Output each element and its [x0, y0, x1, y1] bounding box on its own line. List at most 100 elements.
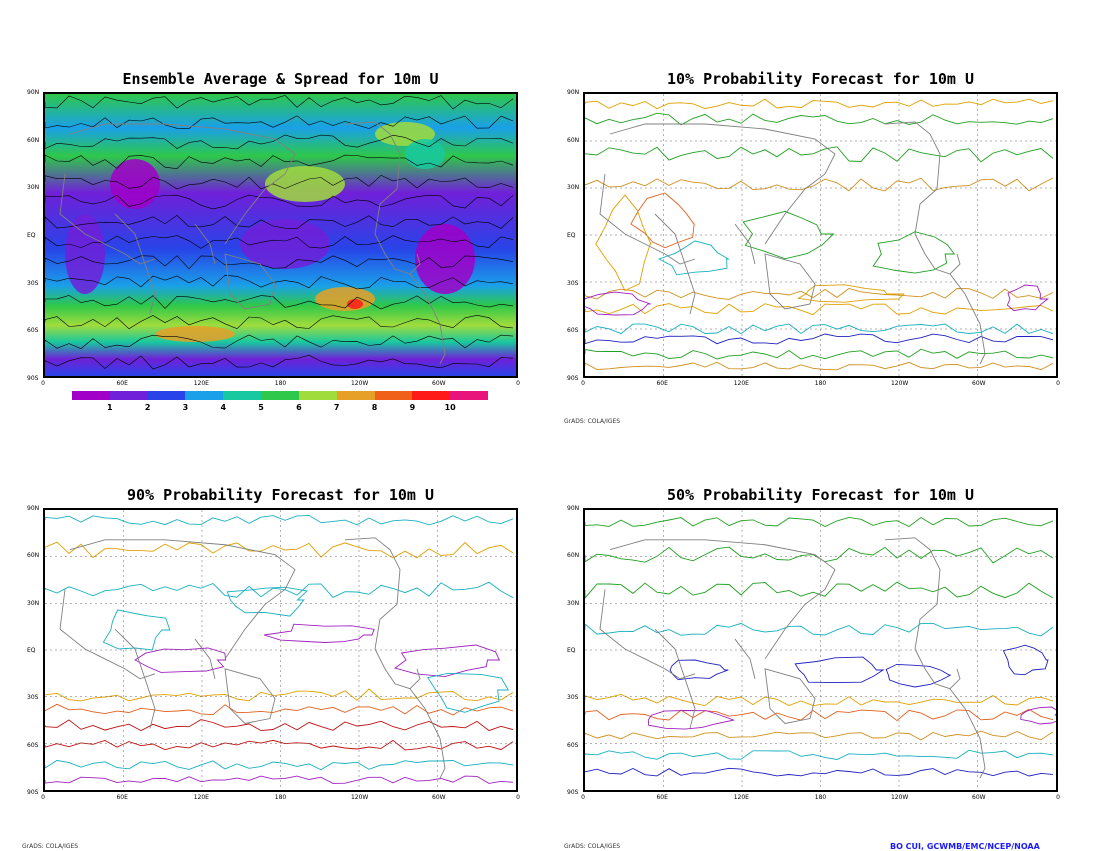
lat-label: 30N [27, 599, 40, 607]
coastline [224, 253, 276, 310]
contour-line [45, 274, 514, 290]
lon-label: 0 [41, 794, 45, 801]
lat-label: 60N [27, 552, 40, 560]
lon-label: 60E [116, 380, 128, 387]
lat-label: 90N [567, 89, 580, 96]
lat-label: 60N [567, 552, 580, 560]
colorbar-swatch [450, 391, 488, 400]
contour-loop [102, 609, 171, 651]
colorbar-label: 1 [107, 403, 113, 412]
contour-loop [263, 623, 375, 643]
spread-shading [110, 159, 160, 209]
lon-label: 120E [193, 380, 209, 387]
lat-label: 30S [27, 279, 39, 287]
colorbar-label: 6 [296, 403, 302, 412]
contour-loop [742, 210, 835, 260]
lat-label: 30N [27, 184, 40, 192]
colorbar-swatch [223, 391, 262, 400]
contour-line [45, 334, 514, 349]
contour-loop [1006, 284, 1050, 312]
coastline [764, 668, 816, 724]
lat-label: EQ [27, 232, 36, 239]
colorbar [72, 391, 488, 400]
panel2-map [583, 92, 1058, 378]
panel1-title: Ensemble Average & Spread for 10m U [122, 70, 439, 88]
panel1-map [43, 92, 518, 378]
spread-shading [65, 214, 105, 294]
contour-line [45, 215, 514, 229]
lon-label: 60W [432, 380, 446, 387]
contour-line [585, 361, 1054, 371]
contour-line [45, 688, 514, 702]
coastline [654, 628, 696, 729]
lat-label: 90S [27, 375, 39, 382]
contour-loop [585, 291, 651, 316]
contour-line [585, 333, 1054, 345]
lon-label: 180 [274, 380, 287, 387]
contour-loop [393, 644, 501, 678]
contour-line [45, 581, 514, 599]
contour-line [45, 314, 514, 330]
lon-label: 120W [890, 794, 909, 801]
lat-label: 30S [27, 694, 39, 702]
contour-line [585, 516, 1054, 528]
contour-line [45, 759, 514, 771]
contour-line [585, 288, 1054, 300]
contour-line [585, 112, 1054, 126]
contour-line [45, 95, 514, 110]
contour-line [45, 174, 514, 190]
lon-label: 60E [656, 794, 668, 801]
contour-line [585, 730, 1054, 741]
lon-label: 120W [350, 794, 369, 801]
colorbar-label: 7 [333, 403, 340, 412]
contour-line [585, 749, 1054, 760]
colorbar-swatch [298, 391, 337, 400]
contour-line [585, 177, 1054, 192]
coastline [599, 589, 696, 680]
lat-label: 90N [27, 89, 40, 96]
contour-line [585, 303, 1054, 316]
coastline [409, 273, 446, 365]
lon-label: 180 [814, 794, 827, 801]
lon-label: 60W [972, 794, 986, 801]
lon-label: 0 [1056, 794, 1060, 801]
panel3-map [43, 508, 518, 792]
contour-loop [872, 231, 956, 274]
coastline [224, 668, 276, 724]
grads-credit-3: GrADS: COLA/IGES [564, 843, 621, 850]
coastline [734, 223, 756, 265]
contour-line [45, 194, 514, 210]
contour-line [45, 354, 514, 370]
lat-label: EQ [567, 647, 576, 654]
lat-label: 60S [27, 741, 39, 749]
contour-line [45, 154, 514, 170]
contour-line [585, 708, 1054, 722]
contour-loop [657, 240, 731, 276]
contour-line [45, 739, 514, 751]
contour-line [585, 693, 1054, 707]
coastline [69, 123, 296, 245]
panel4-map [583, 508, 1058, 792]
coastline [409, 688, 446, 779]
contour-line [585, 622, 1054, 637]
lat-label: 30S [567, 694, 579, 702]
panel4-title: 50% Probability Forecast for 10m U [666, 486, 975, 504]
contour-loop [794, 656, 885, 684]
spread-shading [155, 326, 235, 342]
lat-label: 90N [567, 505, 580, 512]
lon-label: 0 [41, 380, 45, 387]
contour-loop [226, 586, 308, 617]
contour-line [45, 255, 514, 270]
contour-line [45, 719, 514, 732]
contour-loop [134, 647, 227, 673]
contour-line [585, 323, 1054, 335]
coastline [884, 121, 961, 275]
lon-label: 120W [890, 380, 909, 387]
colorbar-label: 3 [182, 403, 189, 412]
coastline [194, 638, 216, 679]
lon-label: 120E [733, 794, 749, 801]
contour-line [585, 146, 1054, 163]
spread-shading [265, 166, 345, 202]
contour-line [45, 514, 514, 526]
lon-label: 180 [814, 380, 827, 387]
